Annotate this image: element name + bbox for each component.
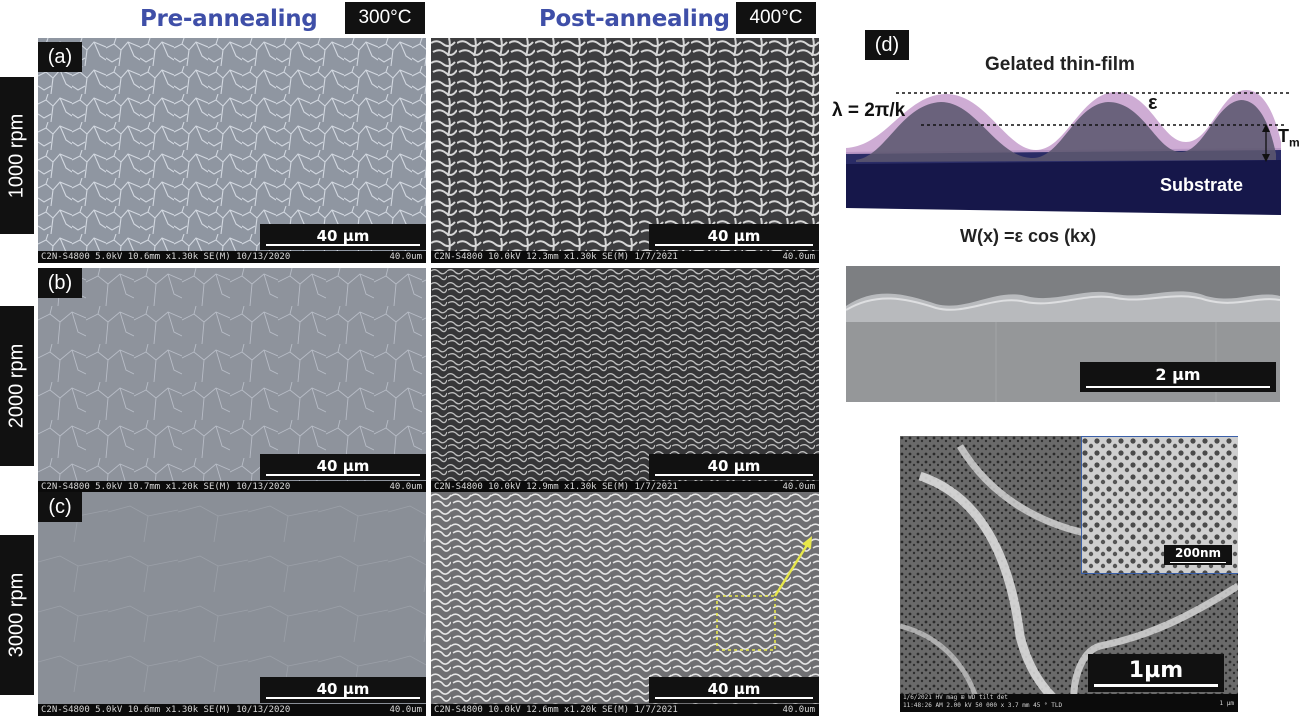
- scale-bar-1000-pre: 40 µm: [260, 224, 426, 250]
- temp-label-pre: 300°C: [345, 2, 425, 34]
- sem-image-3000-post: 40 µm C2N-S4800 10.0kV 12.6mm x1.20k SE(…: [431, 492, 819, 716]
- cross-section-sem: 2 µm: [846, 266, 1280, 402]
- scale-bar-1000-post: 40 µm: [649, 224, 819, 250]
- scale-bar-2000-pre: 40 µm: [260, 454, 426, 480]
- scale-bar-cross-section: 2 µm: [1080, 362, 1276, 392]
- panel-tag-c: (c): [38, 492, 82, 522]
- scale-bar-2000-post: 40 µm: [649, 454, 819, 480]
- panel-tag-b: (b): [38, 268, 82, 298]
- row-label-1000: 1000 rpm: [0, 77, 34, 234]
- sem-meta-1000-pre: C2N-S4800 5.0kV 10.6mm x1.30k SE(M) 10/1…: [38, 251, 426, 263]
- sem-meta-2000-pre: C2N-S4800 5.0kV 10.7mm x1.20k SE(M) 10/1…: [38, 481, 426, 493]
- substrate-label: Substrate: [1160, 175, 1244, 195]
- panel-tag-a: (a): [38, 42, 82, 72]
- temp-label-post: 400°C: [736, 2, 816, 34]
- inset-image: 200nm: [1081, 436, 1238, 574]
- sem-image-1000-post: 40 µm C2N-S4800 10.0kV 12.3mm x1.30k SE(…: [431, 38, 819, 263]
- scale-bar-3000-pre: 40 µm: [260, 677, 426, 703]
- sem-meta-1000-post: C2N-S4800 10.0kV 12.3mm x1.30k SE(M) 1/7…: [431, 251, 819, 263]
- zoomed-meta-bar: 1/6/2021 HV mag ⊞ WD tilt det 11:48:26 A…: [900, 694, 1238, 712]
- wavelength-label: λ = 2π/k: [832, 100, 906, 121]
- sem-meta-2000-post: C2N-S4800 10.0kV 12.9mm x1.30k SE(M) 1/7…: [431, 481, 819, 493]
- sem-meta-3000-pre: C2N-S4800 5.0kV 10.6mm x1.30k SE(M) 10/1…: [38, 704, 426, 716]
- wrinkle-equation: W(x) =ε cos (kx): [960, 226, 1097, 246]
- sem-image-2000-pre: 40 µm C2N-S4800 5.0kV 10.7mm x1.20k SE(M…: [38, 268, 426, 493]
- zoom-region-box: [716, 595, 776, 651]
- sem-image-2000-post: 40 µm C2N-S4800 10.0kV 12.9mm x1.30k SE(…: [431, 268, 819, 493]
- thickness-label: Tm: [1278, 126, 1300, 150]
- zoomed-sem-image: 200nm 1µm 1/6/2021 HV mag ⊞ WD tilt det …: [900, 436, 1238, 712]
- sem-image-3000-pre: 40 µm C2N-S4800 5.0kV 10.6mm x1.30k SE(M…: [38, 492, 426, 716]
- scale-bar-inset: 200nm: [1164, 545, 1232, 565]
- substrate-block: [846, 148, 1281, 215]
- pre-annealing-header: Pre-annealing: [140, 6, 318, 32]
- row-label-2000: 2000 rpm: [0, 306, 34, 466]
- film-front: [856, 100, 1276, 162]
- scale-bar-3000-post: 40 µm: [649, 677, 819, 703]
- zoom-arrow: [773, 541, 811, 597]
- diagram-title: Gelated thin-film: [985, 54, 1135, 75]
- sem-image-1000-pre: 40 µm C2N-S4800 5.0kV 10.6mm x1.30k SE(M…: [38, 38, 426, 263]
- panel-tag-d: (d): [865, 30, 909, 60]
- scale-bar-zoomed: 1µm: [1088, 654, 1224, 692]
- row-label-3000: 3000 rpm: [0, 535, 34, 695]
- sem-meta-3000-post: C2N-S4800 10.0kV 12.6mm x1.20k SE(M) 1/7…: [431, 704, 819, 716]
- post-annealing-header: Post-annealing: [539, 6, 730, 32]
- amplitude-label: ε: [1148, 92, 1158, 114]
- wrinkle-schematic: [846, 90, 1291, 215]
